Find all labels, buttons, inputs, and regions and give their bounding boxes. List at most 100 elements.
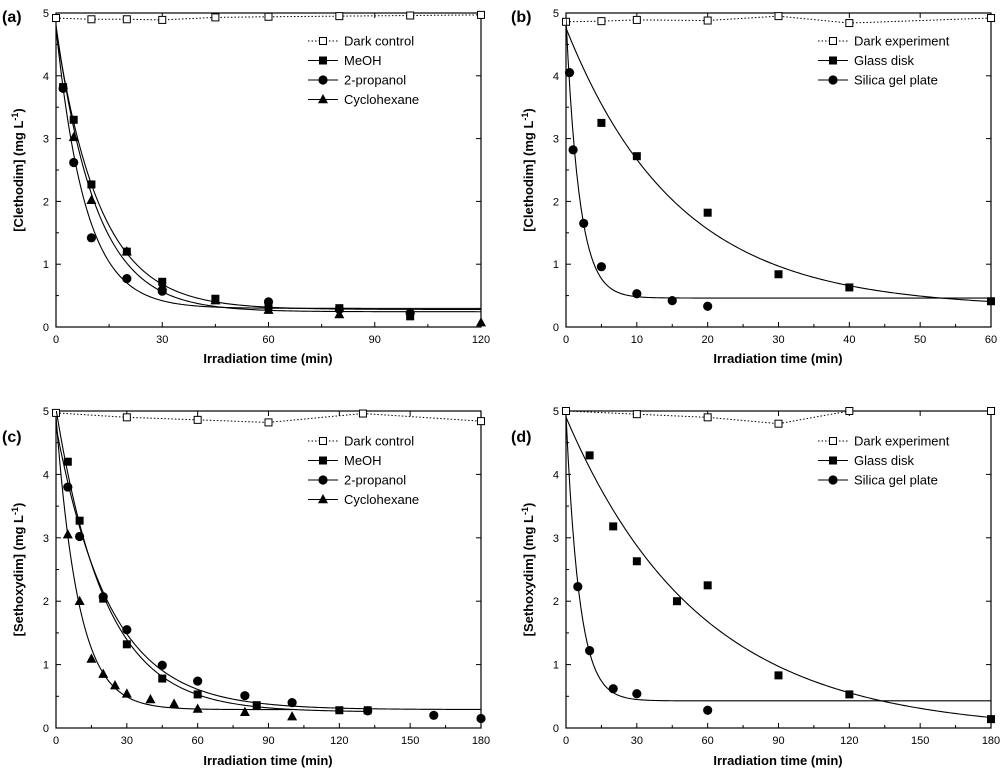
legend-item-cyclohexane: Cyclohexane [308,92,419,107]
data-point-cyclohexane [287,711,298,721]
x-tick-label: 90 [369,334,381,346]
legend-marker-glass-disk [829,56,837,65]
data-point-dark-experiment [774,419,783,428]
legend-label-glass-disk: Glass disk [854,453,914,468]
legend-label-silica-gel-plate: Silica gel plate [854,73,938,88]
data-point-meoh [75,516,84,525]
y-tick-label: 1 [43,660,49,672]
series-cyclohexane [56,25,486,327]
data-point-dark-experiment [987,14,995,23]
data-point-2-propanol [287,698,297,708]
data-point-dark-control [358,409,367,418]
data-point-cyclohexane [169,698,180,708]
series-silica-gel-plate [564,18,991,311]
series-meoh [56,411,372,715]
x-tick-label: 50 [914,334,926,346]
y-axis-title: [Sethoxydim] (mg L-1) [10,503,26,637]
data-point-glass-disk [987,715,995,724]
fit-curve-cyclohexane [56,25,481,313]
data-point-dark-control [406,11,415,20]
legend-marker-meoh [319,456,327,465]
data-point-silica-gel-plate [573,582,583,592]
series-2-propanol [56,426,486,724]
legend-item-meoh: MeOH [308,53,382,68]
data-point-silica-gel-plate [632,289,642,299]
data-point-silica-gel-plate [579,218,589,228]
data-point-dark-control [52,408,60,417]
y-tick-label: 2 [553,596,559,608]
data-point-2-propanol [63,482,73,492]
legend-label-meoh: MeOH [344,453,382,468]
data-point-2-propanol [429,710,439,720]
legend-marker-cyclohexane [318,94,328,104]
data-point-meoh [69,115,78,124]
legend-marker-2-propanol [318,475,328,485]
legend-item-dark-control: Dark control [308,434,414,449]
y-tick-label: 3 [43,134,49,146]
data-point-dark-experiment [703,413,712,422]
panel-d: (d) 0 30 60 90 120 150 180 0 1 2 3 4 5 Irradiation tim… [511,406,1000,768]
data-point-2-propanol [98,592,108,602]
x-tick-label: 30 [121,735,133,747]
x-tick-label: 60 [702,735,714,747]
data-point-cyclohexane [121,688,132,698]
panel-c-frame [55,410,482,729]
data-point-dark-control [193,415,202,424]
y-tick-label: 0 [43,723,49,735]
data-point-silica-gel-plate [564,68,575,78]
panel-d-label: (d) [511,429,531,446]
data-point-silica-gel-plate [568,145,578,155]
legend-marker-silica-gel-plate [828,75,838,85]
data-point-meoh [158,674,167,683]
data-point-cyclohexane [239,706,250,716]
data-point-dark-experiment [562,407,570,415]
y-axis-title: [Clethodim] (mg L-1) [10,108,26,232]
data-point-glass-disk [845,690,854,699]
data-point-2-propanol [86,233,97,243]
data-point-cyclohexane [62,529,73,539]
fit-curve-meoh [56,411,368,712]
y-tick-label: 2 [43,196,49,208]
fit-curve-silica-gel-plate [566,414,991,702]
legend-item-dark-experiment: Dark experiment [818,434,950,449]
data-point-meoh [87,180,96,189]
fit-curve-glass-disk [566,416,991,719]
data-point-glass-disk [597,118,606,127]
data-point-2-propanol [157,660,167,670]
legend-label-dark-control: Dark control [344,34,414,49]
x-tick-label: 150 [911,735,929,747]
data-point-2-propanol [122,625,132,635]
data-point-2-propanol [476,713,486,724]
x-tick-label: 90 [772,735,784,747]
data-point-glass-disk [987,297,995,306]
legend-marker-dark-control [319,37,327,45]
x-tick-label: 60 [262,334,274,346]
panel-a-frame [55,12,482,328]
data-point-dark-experiment [774,12,783,21]
data-point-dark-control [122,413,131,422]
data-point-glass-disk [774,270,783,279]
legend-marker-dark-experiment [829,37,837,45]
data-point-cyclohexane [86,194,97,204]
legend-label-meoh: MeOH [344,53,382,68]
y-tick-label: 5 [43,8,49,20]
y-tick-label: 1 [553,660,559,672]
data-point-dark-control [87,15,96,24]
panel-b-label: (b) [511,9,531,26]
data-point-silica-gel-plate [632,689,642,699]
data-point-glass-disk [672,597,681,606]
legend-item-cyclohexane: Cyclohexane [308,492,419,507]
legend-marker-glass-disk [829,456,837,465]
x-tick-label: 0 [563,334,569,346]
data-point-dark-control [264,418,273,427]
data-point-dark-control [477,417,485,426]
legend-item-dark-control: Dark control [308,34,414,49]
y-tick-label: 3 [553,533,559,545]
data-point-dark-control [158,15,167,24]
y-tick-label: 5 [553,406,559,418]
data-point-dark-control [52,14,60,23]
y-tick-label: 4 [553,71,559,83]
legend-item-silica-gel-plate: Silica gel plate [818,73,938,88]
legend-marker-dark-experiment [829,437,837,445]
